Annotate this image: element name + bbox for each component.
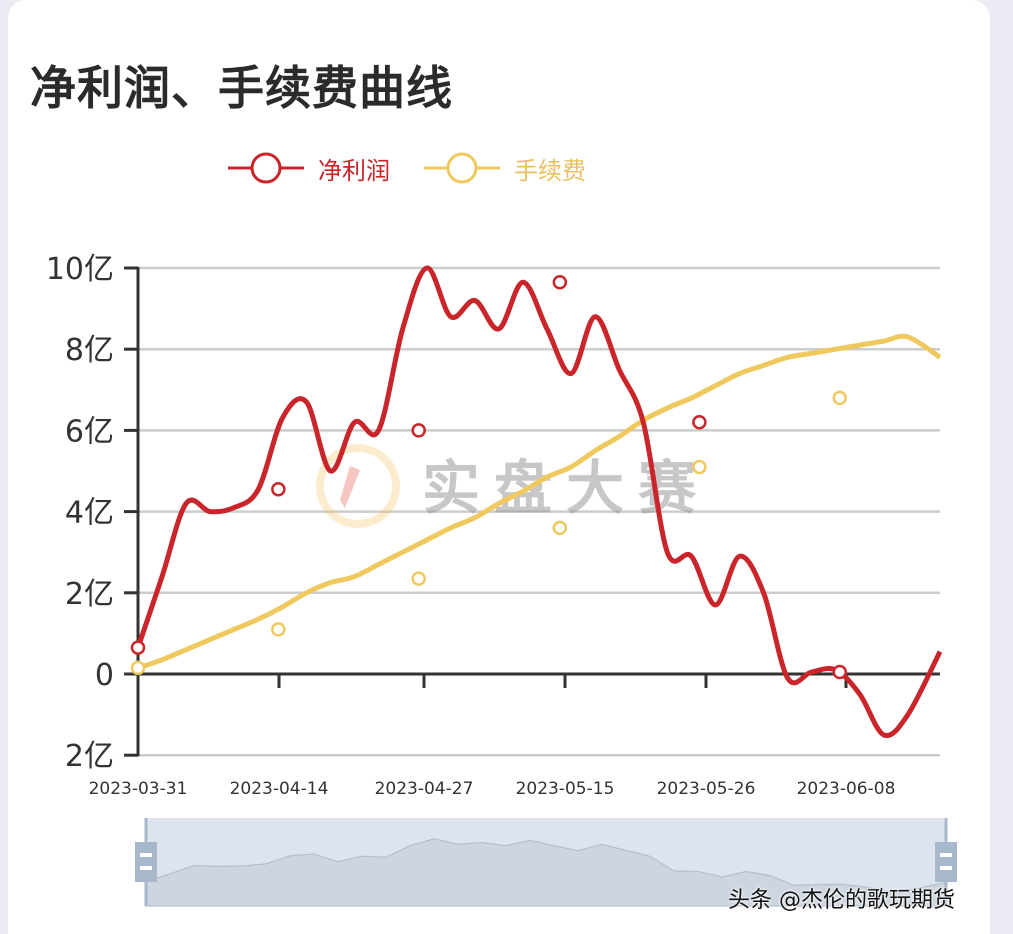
- x-tick-label: 2023-04-27: [375, 779, 474, 799]
- data-point-marker[interactable]: [692, 459, 707, 475]
- slider-handle-left[interactable]: [135, 842, 157, 882]
- data-point-marker[interactable]: [832, 664, 847, 680]
- footer-watermark: 头条 @杰伦的歌玩期货: [728, 888, 955, 913]
- data-point-marker[interactable]: [552, 520, 568, 536]
- legend-item-fee[interactable]: 手续费: [424, 150, 586, 186]
- series-line: [137, 333, 942, 671]
- legend-label: 净利润: [318, 156, 390, 185]
- x-tick-label: 2023-05-26: [657, 779, 756, 799]
- data-point-marker[interactable]: [411, 571, 426, 586]
- chart-title: 净利润、手续费曲线: [30, 61, 453, 115]
- axes: 10亿 8亿 6亿 4亿 2亿 0 2亿 2023-03-31 2023-04-14 2023-0…: [46, 252, 940, 799]
- data-point-marker[interactable]: [692, 415, 707, 430]
- slider-handle-right[interactable]: [935, 842, 957, 882]
- legend-label: 手续费: [514, 156, 586, 185]
- line-circle-icon: [228, 152, 304, 184]
- svg-text:实盘大赛: 实盘大赛: [422, 454, 710, 522]
- y-tick-label: 2亿: [65, 577, 114, 612]
- y-tick-label: 6亿: [65, 414, 114, 449]
- data-point-marker[interactable]: [411, 423, 426, 438]
- data-point-marker[interactable]: [130, 660, 146, 676]
- x-tick-label: 2023-06-08: [797, 779, 896, 799]
- data-point-marker[interactable]: [552, 274, 568, 290]
- x-tick-label: 2023-03-31: [89, 779, 188, 799]
- x-tick-label: 2023-04-14: [230, 779, 329, 799]
- series-lines: [130, 265, 943, 739]
- data-point-marker[interactable]: [832, 390, 847, 406]
- y-tick-label: 2亿: [65, 739, 114, 774]
- legend-item-net-profit[interactable]: 净利润: [228, 150, 390, 186]
- line-circle-icon: [424, 152, 500, 184]
- series-line: [135, 265, 943, 739]
- data-point-marker[interactable]: [130, 640, 146, 655]
- y-tick-label: 10亿: [46, 252, 114, 287]
- y-tick-label: 8亿: [65, 333, 114, 368]
- data-zoom-slider[interactable]: [135, 818, 957, 907]
- legend: 净利润 手续费: [228, 150, 586, 186]
- data-point-marker[interactable]: [271, 482, 286, 497]
- data-point-marker[interactable]: [271, 622, 286, 637]
- gridlines: [138, 266, 940, 757]
- y-tick-label: 0: [95, 658, 114, 693]
- y-tick-label: 4亿: [65, 496, 114, 531]
- slider-preview-area: [145, 838, 947, 907]
- chart-card: 净利润、手续费曲线 净利润 手续费: [8, 0, 990, 934]
- x-tick-label: 2023-05-15: [516, 779, 615, 799]
